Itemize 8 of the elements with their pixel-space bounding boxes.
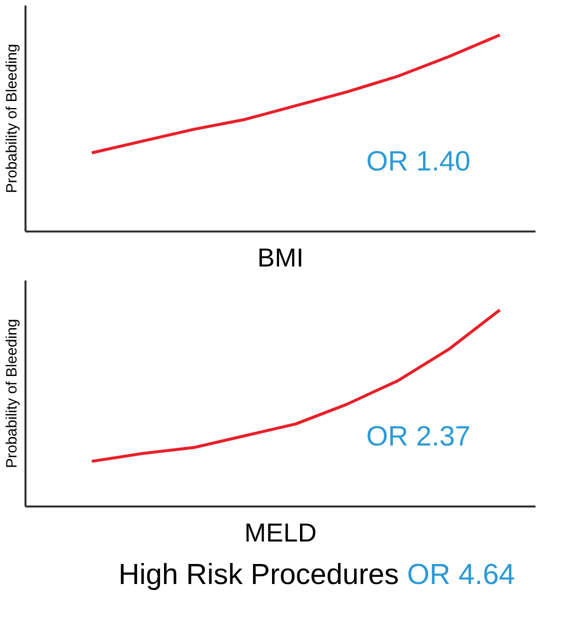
y-axis-title: Probability of Bleeding bbox=[4, 44, 20, 194]
text: High Risk Procedures bbox=[118, 559, 399, 591]
annotation: OR 1.40 bbox=[366, 146, 471, 176]
x-axis-title: BMI bbox=[257, 242, 304, 272]
annotation: OR 2.37 bbox=[366, 420, 471, 452]
y-axis-title: Probability of Bleeding bbox=[4, 318, 20, 468]
text: OR 4.64 bbox=[407, 559, 515, 591]
x-axis-title: MELD bbox=[244, 518, 317, 548]
